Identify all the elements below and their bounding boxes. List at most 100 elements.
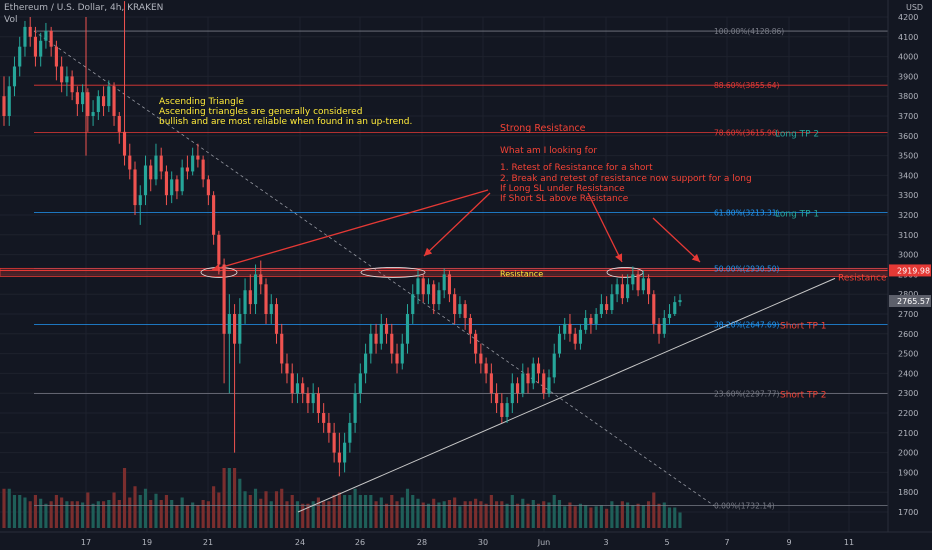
volume-bar: [416, 498, 420, 528]
candle-body: [358, 373, 362, 394]
volume-bar: [479, 501, 483, 528]
price-tag: [889, 295, 931, 308]
volume-bar: [243, 491, 247, 528]
volume-bar: [594, 506, 598, 528]
candle-body: [2, 96, 6, 116]
volume-bar: [133, 486, 137, 528]
point2: 2. Break and retest of resistance now su…: [500, 174, 752, 184]
short-tp1-label: Short TP 1: [780, 321, 827, 331]
candle-body: [364, 353, 368, 374]
time-axis[interactable]: 17 19 21 24 26 28 30 Jun 3 5 7 9 11: [0, 531, 932, 547]
y-tick-label: 3100: [898, 231, 918, 240]
fib-level-label: 61.80%(3213.31): [714, 208, 780, 217]
y-tick-label: 1700: [898, 508, 918, 517]
volume-bar: [101, 501, 106, 528]
volume-bar: [610, 501, 614, 528]
volume-bar: [290, 495, 294, 528]
volume-bar: [657, 503, 661, 528]
candle-body: [531, 363, 535, 384]
volume-bar: [217, 492, 221, 528]
volume-bar: [7, 488, 11, 528]
volume-bar: [86, 492, 90, 528]
y-tick-label: 2000: [898, 449, 918, 458]
candle-body: [332, 432, 336, 453]
volume-bar: [563, 506, 567, 528]
price-tag-label: 2919.98: [897, 266, 930, 275]
volume-bar: [568, 502, 572, 528]
volume-bar: [667, 507, 672, 528]
y-tick-label: 3800: [898, 92, 918, 101]
candle-body: [107, 86, 111, 107]
candle-body: [474, 333, 478, 354]
candle-body: [673, 302, 677, 314]
volume-bar: [390, 495, 394, 528]
candle-body: [369, 333, 373, 354]
candle-body: [563, 323, 567, 334]
fib-level-label: 0.00%(1732.14): [714, 502, 775, 511]
volume-bar: [295, 501, 300, 528]
candle-body: [274, 304, 279, 334]
volume-bar: [269, 501, 273, 528]
volume-bar: [578, 503, 583, 528]
volume-bar: [33, 495, 38, 528]
volume-bar: [584, 505, 588, 528]
candle-body: [510, 383, 514, 404]
y-tick-label: 3000: [898, 251, 918, 260]
volume-bar: [12, 495, 17, 528]
candle-body: [112, 86, 116, 116]
volume-bar: [552, 495, 556, 528]
x-tick-label: 30: [478, 538, 488, 547]
fib-level-label: 50.00%(2930.50): [714, 264, 780, 273]
candle-body: [18, 46, 22, 67]
y-tick-label: 2100: [898, 429, 918, 438]
volume-bar: [18, 495, 22, 528]
volume-bar: [400, 497, 404, 528]
candle-body: [652, 294, 656, 324]
volume-bar: [374, 501, 378, 528]
x-tick-label: 17: [81, 538, 91, 547]
candle-body: [631, 274, 635, 285]
price-axis[interactable]: 1700 1800 1900 2000 2100 2200 2300 2400 2500 2600…: [887, 0, 932, 532]
volume-bar: [23, 497, 27, 528]
volume-bar: [364, 495, 368, 528]
fib-level-label: 78.60%(3615.96): [714, 129, 780, 138]
candle-body: [557, 333, 562, 354]
volume-bar: [468, 501, 472, 528]
long-tp1-label: Long TP 1: [775, 209, 819, 219]
y-tick-label: 4200: [898, 13, 918, 22]
candle-body: [259, 274, 263, 285]
candle-body: [599, 304, 603, 314]
candle-body: [337, 452, 341, 463]
volume-bar: [170, 500, 174, 528]
candle-body: [91, 112, 95, 116]
chart-title: Ethereum / U.S. Dollar, 4h, KRAKEN: [4, 3, 164, 13]
candle-body: [285, 363, 289, 374]
volume-bar: [646, 501, 651, 528]
x-tick-label: 26: [355, 538, 365, 547]
candle-body: [75, 92, 79, 105]
short-tp2-label: Short TP 2: [780, 391, 827, 401]
volume-bar: [117, 500, 121, 528]
candle-body: [594, 314, 598, 324]
resistance-right-label: Resistance: [838, 273, 887, 283]
volume-bar: [458, 506, 462, 528]
x-tick-label: 21: [203, 538, 213, 547]
volume-bar: [201, 500, 205, 528]
volume-bar: [500, 501, 504, 528]
candle-body: [573, 333, 577, 344]
volume-bar: [164, 495, 169, 528]
candle-body: [552, 353, 556, 378]
annotation-arrow: [423, 192, 491, 257]
resistance-box-label: Resistance: [500, 269, 543, 278]
candle-body: [227, 314, 231, 334]
volume-bar: [301, 503, 305, 528]
candle-body: [589, 317, 593, 324]
volume-bar: [626, 502, 630, 528]
candle-body: [44, 30, 48, 41]
volume-bar: [636, 503, 640, 528]
candle-body: [626, 284, 630, 299]
volume-bar: [447, 500, 451, 528]
candle-body: [458, 304, 462, 314]
volume-bar: [44, 503, 48, 528]
